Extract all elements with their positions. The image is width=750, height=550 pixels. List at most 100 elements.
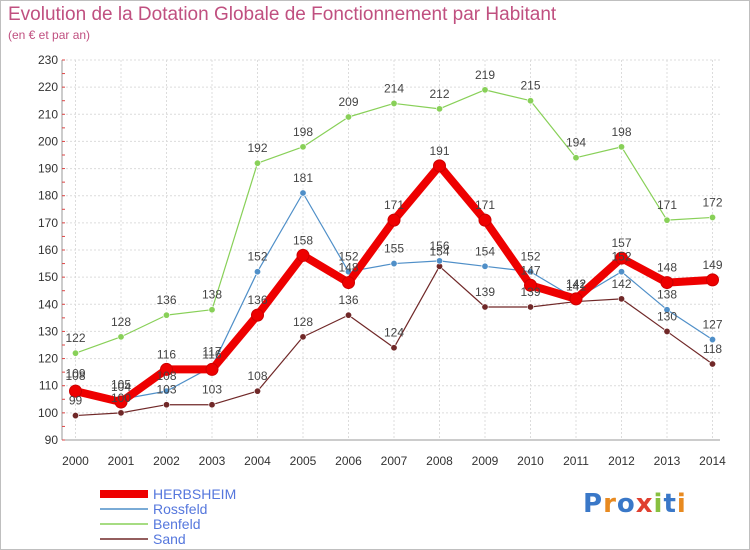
data-label: 154 (429, 244, 449, 258)
data-label: 191 (429, 144, 449, 158)
data-point (69, 384, 82, 398)
data-label: 214 (384, 81, 404, 95)
y-tick-label: 170 (38, 216, 58, 230)
y-tick-label: 230 (38, 53, 58, 67)
data-label: 149 (702, 258, 722, 272)
data-label: 198 (293, 125, 313, 139)
data-point (617, 268, 625, 276)
data-label: 136 (338, 293, 358, 307)
data-point (296, 248, 310, 262)
data-label: 212 (429, 87, 449, 101)
series-benfeld (72, 86, 716, 357)
data-point (342, 276, 355, 290)
y-tick-label: 140 (38, 297, 58, 311)
data-point (390, 260, 398, 268)
data-point (615, 251, 628, 265)
x-tick-label: 2011 (563, 454, 589, 468)
data-point (526, 268, 534, 276)
data-point (524, 278, 537, 292)
data-point (435, 105, 443, 113)
data-point (299, 143, 307, 151)
data-label: 103 (156, 383, 176, 397)
data-label: 171 (384, 198, 404, 212)
data-point (117, 333, 125, 341)
data-label: 198 (611, 125, 631, 139)
data-point (526, 97, 534, 105)
y-tick-label: 160 (38, 243, 58, 257)
legend-item-benfeld: Benfeld (100, 516, 200, 532)
legend-item-sand: Sand (100, 531, 186, 547)
x-tick-label: 2013 (654, 454, 681, 468)
data-point (390, 99, 398, 107)
data-label: 156 (429, 239, 449, 253)
y-tick-label: 220 (38, 80, 58, 94)
proxiti-logo: Proxiti (583, 489, 687, 519)
x-tick-label: 2005 (290, 454, 317, 468)
data-label: 215 (520, 79, 540, 93)
data-point (617, 143, 625, 151)
data-label: 124 (384, 326, 404, 340)
y-tick-label: 210 (38, 107, 58, 121)
data-label: 109 (65, 366, 85, 380)
data-point (435, 257, 443, 265)
data-point (481, 262, 489, 270)
data-label: 147 (520, 263, 540, 277)
data-point (660, 276, 674, 290)
data-point (390, 344, 398, 352)
data-label: 219 (475, 68, 495, 82)
data-point (708, 360, 716, 368)
data-label: 155 (384, 242, 404, 256)
data-label: 142 (611, 277, 631, 291)
legend-item-rossfeld: Rossfeld (100, 501, 207, 517)
y-tick-label: 190 (38, 162, 58, 176)
x-tick-label: 2000 (62, 454, 89, 468)
data-point (572, 154, 580, 162)
data-point (251, 308, 264, 322)
data-point (163, 401, 171, 409)
data-label: 100 (111, 391, 131, 405)
data-label: 99 (69, 394, 83, 408)
data-point (663, 216, 671, 224)
data-label: 139 (475, 285, 495, 299)
series-sand (72, 262, 716, 420)
data-point (478, 213, 492, 227)
data-point (163, 311, 171, 319)
data-label: 117 (202, 345, 221, 359)
x-tick-label: 2012 (608, 454, 635, 468)
data-label: 136 (247, 293, 267, 307)
data-point (254, 159, 262, 167)
data-point (481, 303, 489, 311)
y-tick-label: 150 (38, 270, 58, 284)
data-point (617, 295, 625, 303)
y-tick-label: 180 (38, 189, 58, 203)
data-point (117, 409, 125, 417)
data-label: 142 (566, 277, 586, 291)
x-tick-label: 2004 (244, 454, 271, 468)
data-label: 181 (293, 171, 313, 185)
data-point (160, 362, 173, 376)
y-tick-label: 90 (45, 433, 59, 447)
data-label: 138 (202, 288, 222, 302)
data-point (254, 268, 262, 276)
x-tick-label: 2003 (199, 454, 226, 468)
y-tick-label: 200 (38, 134, 58, 148)
legend-label: Sand (153, 531, 186, 547)
data-point (254, 387, 262, 395)
x-tick-label: 2014 (699, 454, 726, 468)
x-tick-label: 2010 (517, 454, 544, 468)
data-label: 128 (111, 315, 131, 329)
data-point (387, 213, 401, 227)
data-label: 128 (293, 315, 313, 329)
data-label: 103 (202, 383, 222, 397)
data-label: 136 (156, 293, 176, 307)
data-label: 104 (111, 380, 131, 394)
axes: 90 100 110 120 130 140 150 160 170 180 190 200 210 22… (38, 53, 726, 468)
chart-title: Evolution de la Dotation Globale de Fonc… (8, 4, 557, 25)
data-point (72, 349, 80, 357)
y-tick-label: 110 (39, 379, 58, 393)
data-label: 105 (111, 377, 131, 391)
data-point (114, 395, 128, 409)
x-tick-label: 2008 (426, 454, 453, 468)
data-point (205, 362, 219, 376)
